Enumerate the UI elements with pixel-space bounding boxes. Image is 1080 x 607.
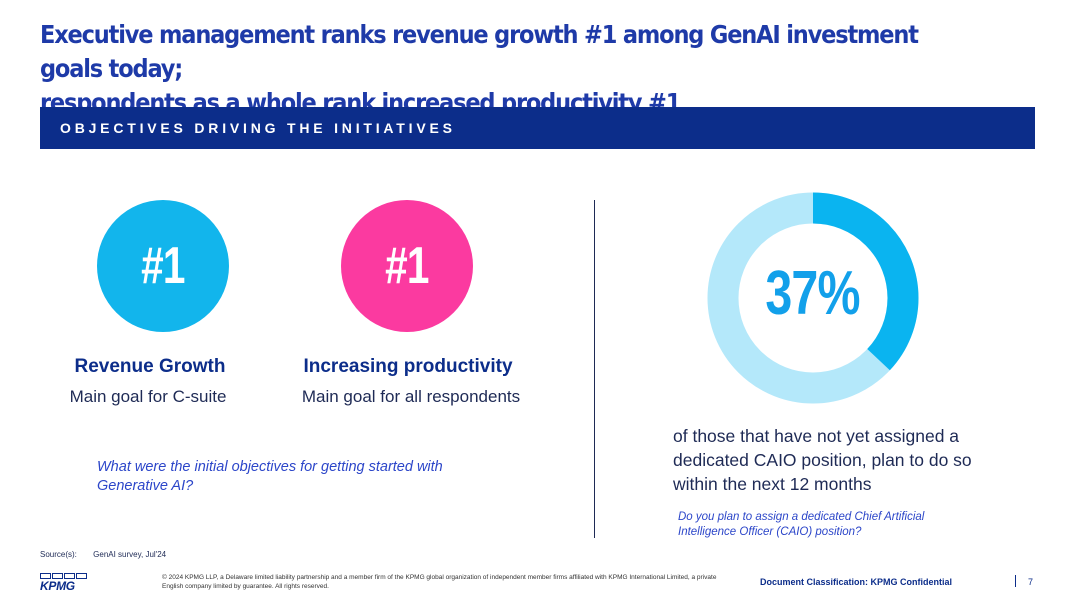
donut-filled-segment bbox=[707, 192, 919, 404]
productivity-rank-label: #1 bbox=[385, 237, 429, 295]
legal-notice: © 2024 KPMG LLP, a Delaware limited liab… bbox=[162, 574, 717, 590]
source-text: GenAI survey, Jul'24 bbox=[93, 550, 167, 559]
footer-separator bbox=[1015, 575, 1016, 587]
caio-description: of those that have not yet assigned a de… bbox=[673, 426, 972, 494]
section-banner-label: OBJECTIVES DRIVING THE INITIATIVES bbox=[60, 120, 456, 136]
page-number: 7 bbox=[1028, 577, 1034, 587]
caio-survey-question: Do you plan to assign a dedicated Chief … bbox=[678, 511, 925, 538]
revenue-growth-subtext: Main goal for C-suite bbox=[69, 387, 227, 406]
page-title: Executive management ranks revenue growt… bbox=[40, 18, 940, 120]
productivity-rank-badge: #1 bbox=[341, 200, 473, 332]
source-note: Source(s): GenAI survey, Jul'24 bbox=[40, 550, 166, 559]
productivity-subtext: Main goal for all respondents bbox=[301, 387, 521, 406]
source-label: Source(s): bbox=[40, 550, 77, 559]
caio-percent-label: 37% bbox=[765, 259, 861, 328]
logo-text: KPMG bbox=[40, 579, 75, 593]
kpmg-logo: KPMG bbox=[40, 573, 88, 593]
title-line-1: Executive management ranks revenue growt… bbox=[40, 20, 919, 83]
vertical-divider bbox=[594, 200, 595, 538]
caio-donut-chart bbox=[707, 192, 919, 404]
revenue-rank-badge: #1 bbox=[97, 200, 229, 332]
objectives-survey-question: What were the initial objectives for get… bbox=[97, 459, 443, 494]
productivity-heading: Increasing productivity bbox=[303, 356, 513, 377]
document-classification: Document Classification: KPMG Confidenti… bbox=[760, 577, 953, 587]
section-banner: OBJECTIVES DRIVING THE INITIATIVES bbox=[40, 107, 1035, 149]
logo-boxes-icon bbox=[40, 573, 88, 579]
revenue-rank-label: #1 bbox=[141, 237, 185, 295]
revenue-growth-heading: Revenue Growth bbox=[74, 356, 226, 377]
caio-percent: 37% bbox=[707, 258, 919, 330]
